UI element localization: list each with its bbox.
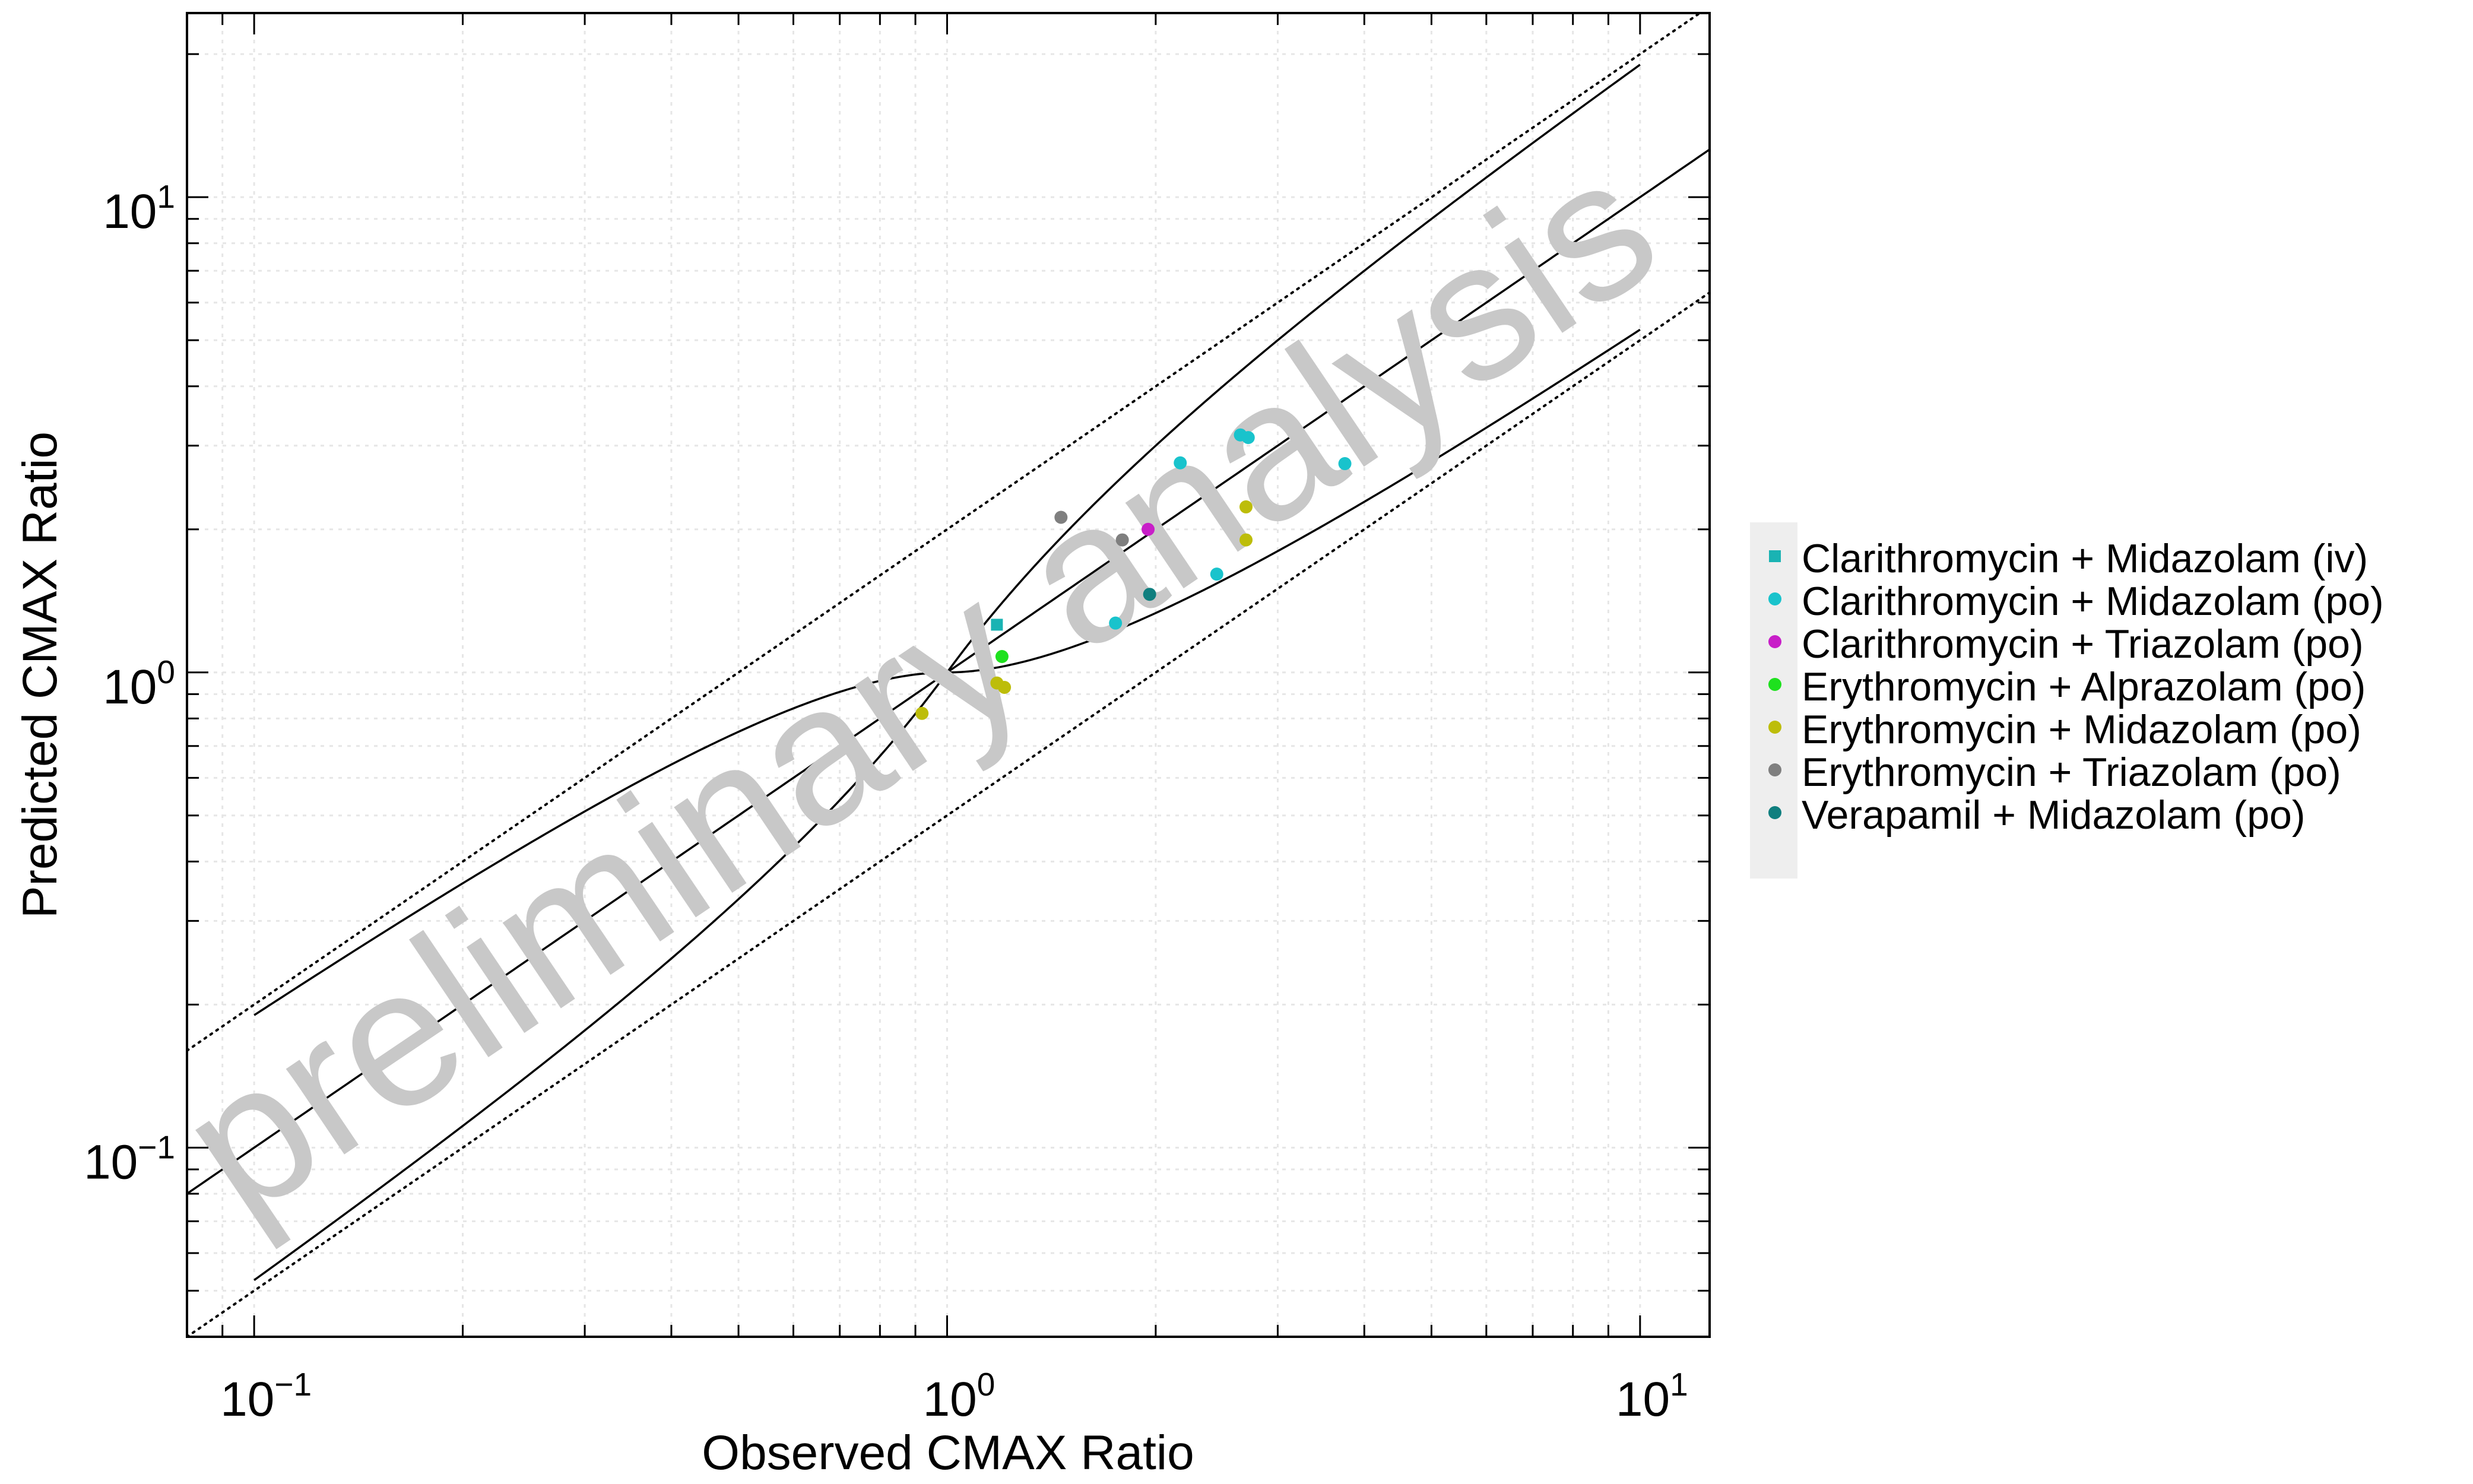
- data-point: [1142, 522, 1155, 536]
- legend-entry-label: Clarithromycin + Triazolam (po): [1802, 621, 2364, 667]
- data-point: [1210, 567, 1223, 581]
- data-point-square: [991, 619, 1003, 631]
- y-tick-label: 100: [103, 654, 175, 714]
- legend-marker: [1768, 763, 1781, 776]
- reference-line-two-fold-lower: [187, 291, 1710, 1337]
- legend-marker: [1768, 721, 1781, 734]
- legend-entry-label: Erythromycin + Midazolam (po): [1802, 707, 2361, 752]
- data-point: [998, 681, 1012, 695]
- plot-frame: [186, 12, 1711, 1338]
- reference-line-guest-lower: [253, 328, 1641, 1016]
- axis-ticks: [186, 13, 1710, 1338]
- legend-marker: [1768, 806, 1781, 819]
- reference-line-two-fold-upper: [187, 13, 1702, 1052]
- legend-entry-label: Verapamil + Midazolam (po): [1802, 792, 2305, 838]
- legend-entry-label: Clarithromycin + Midazolam (iv): [1802, 536, 2368, 581]
- data-points: [915, 428, 1352, 720]
- reference-lines: [187, 13, 1710, 1337]
- data-point: [1143, 588, 1156, 601]
- x-axis-title: Observed CMAX Ratio: [702, 1426, 1194, 1480]
- data-point: [1174, 456, 1187, 470]
- legend-background: [1750, 522, 1797, 879]
- y-tick-label: 101: [103, 178, 175, 239]
- axis-tick-labels: 10−1 100 101 10−1 100 101: [84, 178, 1688, 1426]
- y-tick-label: 10−1: [84, 1128, 175, 1189]
- legend-marker: [1768, 592, 1781, 605]
- data-point: [1109, 616, 1123, 630]
- y-axis-title: Predicted CMAX Ratio: [13, 432, 67, 918]
- data-point: [1239, 533, 1253, 547]
- x-tick-label: 10−1: [220, 1366, 312, 1426]
- x-tick-label: 101: [1616, 1366, 1688, 1426]
- legend-marker: [1769, 550, 1781, 562]
- legend-entry-label: Clarithromycin + Midazolam (po): [1802, 579, 2384, 624]
- data-point: [1054, 510, 1068, 524]
- legend-entry-label: Erythromycin + Alprazolam (po): [1802, 664, 2366, 709]
- data-point: [995, 650, 1009, 664]
- data-point: [1338, 457, 1352, 471]
- data-point: [1241, 431, 1255, 445]
- legend-marker: [1768, 635, 1781, 648]
- data-point: [1239, 500, 1253, 513]
- legend-entry-label: Erythromycin + Triazolam (po): [1802, 750, 2341, 795]
- legend-marker: [1768, 678, 1781, 691]
- plot-background: [187, 13, 1710, 1337]
- legend: Clarithromycin + Midazolam (iv)Clarithro…: [1750, 522, 2384, 879]
- data-point: [915, 706, 929, 720]
- data-point: [1115, 533, 1129, 547]
- x-tick-label: 100: [923, 1366, 995, 1426]
